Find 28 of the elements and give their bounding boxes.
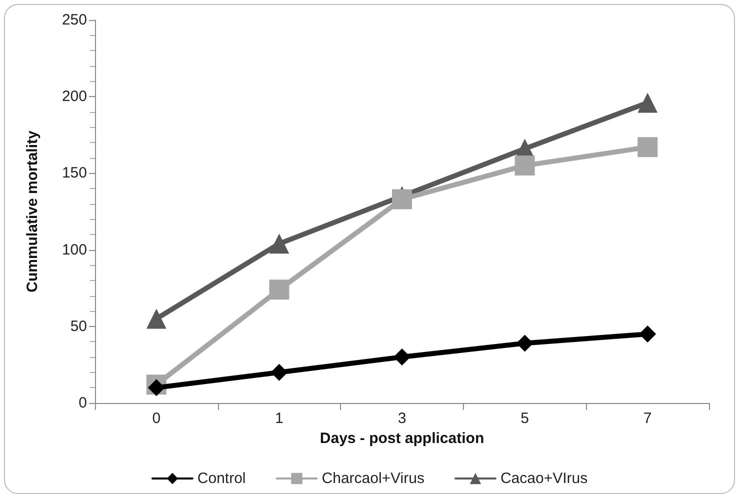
point — [269, 280, 290, 300]
point — [392, 189, 412, 210]
point — [514, 156, 535, 176]
point — [394, 348, 410, 366]
legend-label: Charcaol+Virus — [322, 470, 424, 487]
y-axis-title: Cummulative mortality — [24, 130, 41, 292]
point — [516, 334, 534, 352]
y-tick-label: 200 — [62, 88, 87, 106]
point — [146, 308, 166, 329]
y-tick-label: 100 — [62, 241, 87, 258]
y-tick-label: 250 — [62, 12, 87, 28]
x-tick-label: 3 — [398, 410, 406, 427]
x-tick-label: 7 — [643, 410, 652, 427]
y-tick-label: 50 — [70, 318, 87, 335]
point — [269, 234, 290, 254]
y-tick-label: 0 — [78, 394, 87, 412]
point — [638, 137, 658, 158]
point — [270, 364, 288, 381]
x-tick-label: 5 — [520, 410, 529, 427]
point — [638, 92, 658, 113]
legend-label: Cacao+VIrus — [500, 470, 588, 487]
x-tick-label: 1 — [275, 410, 284, 427]
y-tick-label: 150 — [62, 164, 87, 182]
x-axis-title: Days - post application — [320, 430, 484, 447]
point — [639, 326, 656, 343]
point — [148, 379, 165, 396]
legend-label: Control — [197, 470, 246, 487]
x-tick-label: 0 — [152, 410, 161, 427]
